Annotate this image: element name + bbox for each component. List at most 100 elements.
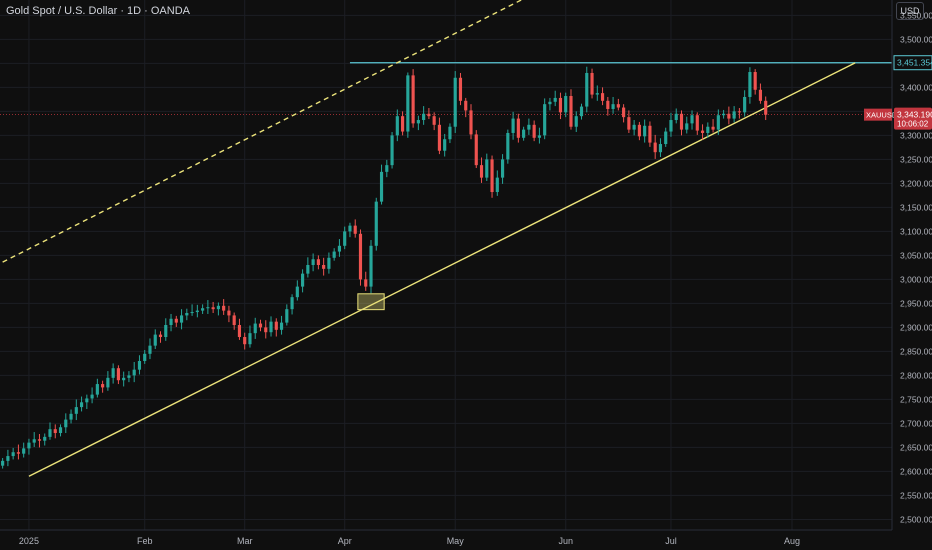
candle-body bbox=[443, 139, 447, 151]
candle-body bbox=[448, 126, 452, 140]
candle-body bbox=[211, 307, 215, 310]
candle-body bbox=[532, 124, 536, 138]
y-tick-label: 2,800.000 bbox=[900, 370, 932, 380]
candle-body bbox=[764, 100, 768, 115]
candle-body bbox=[627, 117, 631, 130]
candle-body bbox=[143, 353, 147, 362]
y-tick-label: 2,500.000 bbox=[900, 514, 932, 524]
candle-body bbox=[37, 439, 42, 441]
candle-body bbox=[485, 159, 489, 178]
y-tick-label: 3,200.000 bbox=[900, 178, 932, 188]
x-tick-label: Feb bbox=[137, 536, 153, 546]
candle-body bbox=[590, 72, 594, 95]
candle-body bbox=[416, 120, 420, 124]
candle-body bbox=[237, 325, 242, 338]
chart-grid bbox=[0, 0, 892, 530]
candle-body bbox=[706, 126, 710, 133]
candle-body bbox=[232, 315, 236, 326]
symbol-tag-bg bbox=[864, 108, 892, 121]
candle-body bbox=[53, 429, 57, 434]
candle-body bbox=[11, 452, 15, 457]
y-tick-label: 2,750.000 bbox=[900, 394, 932, 404]
candle-body bbox=[500, 159, 505, 178]
candle-body bbox=[327, 257, 331, 269]
candle-body bbox=[295, 286, 299, 298]
candle-body bbox=[285, 309, 289, 323]
candle-body bbox=[164, 325, 168, 338]
candle-body bbox=[474, 134, 478, 166]
candles bbox=[1, 66, 768, 469]
candle-body bbox=[579, 106, 584, 117]
candle-body bbox=[737, 111, 741, 113]
candle-body bbox=[358, 233, 363, 280]
candle-body bbox=[543, 104, 547, 136]
candle-body bbox=[258, 323, 263, 328]
candle-body bbox=[48, 429, 52, 437]
candle-body bbox=[516, 118, 520, 138]
candle-body bbox=[369, 245, 373, 287]
y-tick-label: 2,850.000 bbox=[900, 346, 932, 356]
y-tick-label: 3,000.000 bbox=[900, 274, 932, 284]
candle-body bbox=[390, 135, 394, 166]
candle-body bbox=[64, 419, 68, 428]
candle-body bbox=[411, 75, 415, 124]
candle-body bbox=[695, 115, 699, 131]
candle-body bbox=[74, 407, 78, 414]
candle-body bbox=[32, 439, 36, 443]
candle-body bbox=[664, 131, 668, 145]
candle-body bbox=[22, 448, 26, 454]
candle-body bbox=[148, 345, 152, 354]
candle-body bbox=[585, 72, 589, 107]
candle-body bbox=[690, 115, 694, 124]
current-price-tag-bg bbox=[894, 107, 932, 130]
candle-body bbox=[195, 310, 199, 313]
candle-body bbox=[495, 177, 499, 193]
candle-body bbox=[106, 377, 110, 388]
candle-body bbox=[353, 225, 357, 234]
candle-body bbox=[722, 113, 726, 116]
y-tick-label: 2,900.000 bbox=[900, 322, 932, 332]
candle-body bbox=[185, 313, 189, 316]
candle-body bbox=[311, 259, 315, 265]
candle-body bbox=[216, 305, 220, 310]
candle-body bbox=[58, 427, 63, 434]
candle-body bbox=[132, 369, 136, 376]
x-tick-label: Jun bbox=[558, 536, 573, 546]
x-tick-label: 2025 bbox=[19, 536, 39, 546]
candle-body bbox=[669, 120, 673, 132]
x-tick-label: Aug bbox=[784, 536, 800, 546]
y-tick-label: 3,150.000 bbox=[900, 202, 932, 212]
candle-body bbox=[279, 322, 284, 330]
candle-body bbox=[637, 124, 641, 137]
candle-body bbox=[753, 72, 757, 90]
candle-body bbox=[274, 321, 278, 330]
candle-body bbox=[574, 116, 578, 127]
candle-body bbox=[27, 442, 31, 449]
candle-body bbox=[79, 402, 84, 408]
candle-body bbox=[653, 142, 657, 153]
candle-body bbox=[222, 305, 226, 311]
candle-body bbox=[622, 107, 626, 118]
candle-body bbox=[527, 124, 531, 130]
candle-body bbox=[248, 333, 252, 345]
candle-body bbox=[169, 318, 173, 326]
candle-body bbox=[379, 171, 384, 202]
candle-body bbox=[364, 279, 368, 287]
candle-body bbox=[253, 323, 257, 334]
y-tick-label: 2,950.000 bbox=[900, 298, 932, 308]
candle-body bbox=[548, 101, 552, 105]
candle-body bbox=[306, 265, 310, 274]
candle-body bbox=[506, 132, 510, 160]
trendlines bbox=[0, 0, 892, 477]
candle-body bbox=[422, 113, 426, 121]
candle-body bbox=[685, 123, 689, 130]
candle-body bbox=[190, 312, 194, 314]
currency-button[interactable]: USD bbox=[896, 2, 924, 20]
candle-body bbox=[511, 118, 515, 133]
candle-body bbox=[727, 113, 731, 119]
candle-body bbox=[458, 77, 463, 101]
candle-body bbox=[69, 413, 73, 420]
candle-body bbox=[606, 100, 610, 109]
